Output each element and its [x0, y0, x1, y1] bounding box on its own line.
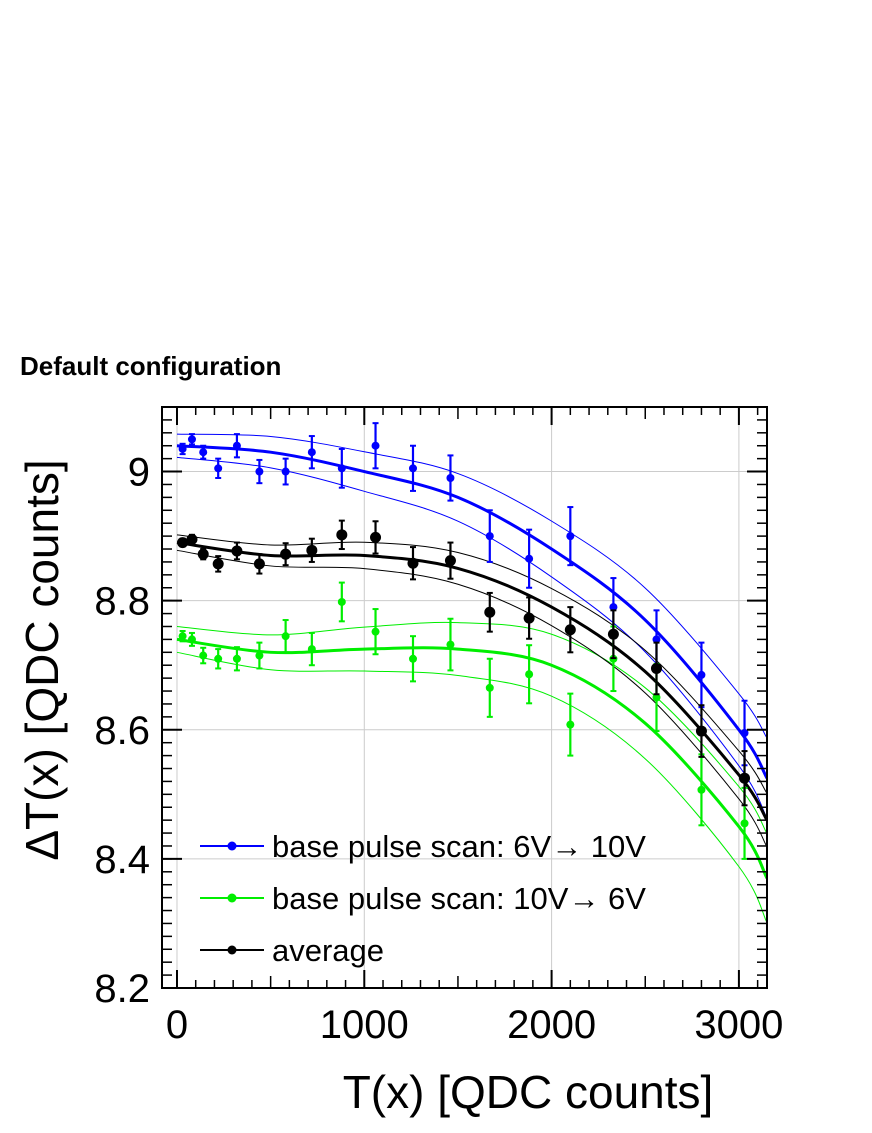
fit-band-lower-blue [176, 456, 767, 819]
y-tick-label: 8.8 [94, 580, 150, 624]
data-point-blue [446, 474, 455, 483]
ticks: 0 1000 2000 3000 8.2 8.4 8.6 8.8 9 [94, 406, 783, 1047]
data-point-green [697, 785, 706, 794]
data-point-blue [199, 448, 208, 457]
legend-arrow-blue: → [551, 829, 582, 864]
svg-text:base pulse scan: 10V→ 6V: base pulse scan: 10V→ 6V [272, 881, 646, 916]
y-tick-label: 9 [128, 451, 150, 495]
data-point-green [337, 597, 346, 606]
legend-entry-black: average [200, 933, 384, 968]
legend-entry-green: base pulse scan: 10V→ 6V [200, 881, 646, 916]
fit-band-lower-black [176, 549, 767, 848]
legend-arrow-green: → [568, 881, 599, 916]
legend-label-blue-tail: 10V [582, 829, 646, 864]
grid [162, 407, 767, 988]
legend-label-blue: base pulse scan: 6V [272, 829, 552, 864]
data-point-black [650, 662, 662, 674]
data-point-green [566, 720, 575, 729]
data-point-blue [371, 441, 380, 450]
legend-label-green: base pulse scan: 10V [272, 881, 569, 916]
legend-label-green-tail: 6V [599, 881, 646, 916]
data-point-blue [697, 670, 706, 679]
data-point-green [178, 632, 187, 641]
x-tick-label: 3000 [694, 1003, 783, 1047]
fit-band-upper-blue [176, 433, 767, 739]
fit-curve-blue [176, 444, 767, 779]
y-tick-label: 8.6 [94, 709, 150, 753]
plot-frame [161, 406, 768, 989]
data-point-blue [652, 635, 661, 644]
data-point-blue [178, 444, 187, 453]
data-point-blue [281, 467, 290, 476]
data-point-green [255, 651, 264, 660]
data-point-green [307, 645, 316, 654]
data-point-green [446, 640, 455, 649]
data-point-blue [307, 448, 316, 457]
data-point-black [212, 558, 224, 570]
data-point-black [564, 624, 576, 636]
x-tick-label: 0 [166, 1003, 188, 1047]
data-point-black [523, 612, 535, 624]
data-point-green [232, 654, 241, 663]
data-point-black [306, 544, 318, 556]
data-point-blue [525, 554, 534, 563]
fit-band-lower-green [176, 651, 767, 924]
svg-text:base pulse scan: 6V→ 10V: base pulse scan: 6V→ 10V [272, 829, 646, 864]
data-point-black [607, 628, 619, 640]
data-point-blue [485, 532, 494, 541]
x-tick-label: 1000 [320, 1003, 409, 1047]
data-point-blue [740, 729, 749, 738]
data-point-green [485, 683, 494, 692]
fit-band-upper-green [176, 621, 767, 834]
data-point-green [371, 627, 380, 636]
data-point-blue [255, 467, 264, 476]
data-point-black [253, 558, 265, 570]
fit-curve-black [176, 541, 767, 821]
fit-band-upper-black [176, 534, 767, 794]
data-point-black [177, 537, 189, 549]
data-point-blue [232, 441, 241, 450]
data-point-green [408, 654, 417, 663]
data-point-black [484, 606, 496, 618]
x-tick-label: 2000 [507, 1003, 596, 1047]
data-point-blue [187, 435, 196, 444]
data-point-black [407, 557, 419, 569]
data-point-green [214, 654, 223, 663]
legend-label-black: average [272, 933, 384, 968]
data-point-green [199, 651, 208, 660]
data-point-green [525, 670, 534, 679]
legend: base pulse scan: 6V→ 10V base pulse scan… [200, 829, 646, 968]
x-axis-title: T(x) [QDC counts] [343, 1066, 714, 1118]
y-axis-title: ΔT(x) [QDC counts] [16, 459, 68, 860]
chart-title: Default configuration [20, 351, 282, 381]
data-point-green [740, 819, 749, 828]
data-point-black [336, 529, 348, 541]
data-point-blue [337, 464, 346, 473]
data-point-black [739, 772, 751, 784]
data-point-black [280, 548, 292, 560]
data-point-black [231, 545, 243, 557]
y-tick-label: 8.4 [94, 838, 150, 882]
legend-entry-blue: base pulse scan: 6V→ 10V [200, 829, 646, 864]
data-point-black [695, 725, 707, 737]
data-point-black [186, 533, 198, 545]
data-point-blue [214, 464, 223, 473]
data-point-green [187, 635, 196, 644]
data-point-blue [609, 603, 618, 612]
data-point-blue [566, 532, 575, 541]
data-point-black [197, 548, 209, 560]
fit-curve-green [176, 637, 767, 879]
data-point-blue [408, 464, 417, 473]
data-point-black [444, 555, 456, 567]
y-tick-label: 8.2 [94, 967, 150, 1011]
data-point-black [370, 531, 382, 543]
data-point-green [281, 632, 290, 641]
data-point-green [652, 693, 661, 702]
data-points [177, 422, 751, 860]
